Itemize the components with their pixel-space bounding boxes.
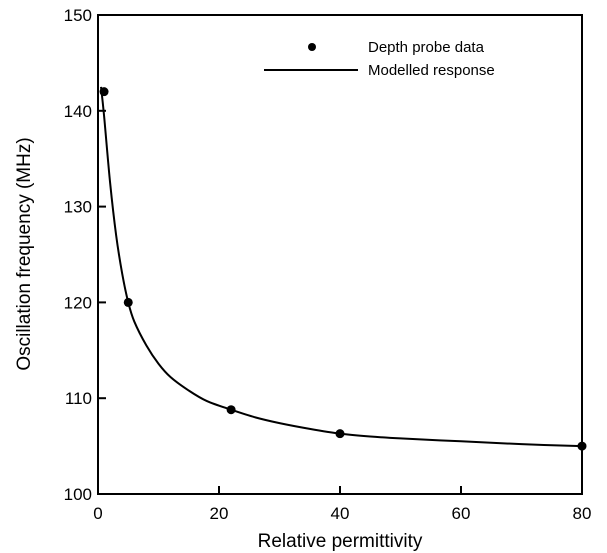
depth-probe-point bbox=[226, 405, 236, 415]
ticks bbox=[97, 14, 583, 495]
legend-label-modelled: Modelled response bbox=[368, 62, 495, 79]
x-tick-label: 40 bbox=[331, 504, 350, 523]
tick-labels: 0 20 40 60 80 100 110 120 130 140 150 bbox=[64, 6, 592, 523]
y-tick-label: 120 bbox=[64, 293, 92, 312]
y-axis-title: Oscillation frequency (MHz) bbox=[14, 137, 35, 370]
y-tick-label: 130 bbox=[64, 198, 92, 217]
modelled-response-line bbox=[100, 86, 583, 448]
y-tick-label: 150 bbox=[64, 6, 92, 25]
depth-probe-point bbox=[99, 87, 109, 97]
depth-probe-point bbox=[577, 441, 587, 451]
y-tick-label: 110 bbox=[65, 389, 92, 408]
legend-marker-depth-probe bbox=[308, 43, 316, 51]
legend: Depth probe data Modelled response bbox=[264, 39, 495, 79]
depth-probe-point bbox=[123, 297, 133, 307]
y-tick-label: 140 bbox=[64, 102, 92, 121]
depth-probe-point bbox=[335, 429, 345, 439]
legend-label-depth-probe: Depth probe data bbox=[368, 39, 485, 56]
data-points bbox=[99, 87, 587, 451]
x-tick-label: 60 bbox=[452, 504, 471, 523]
x-tick-label: 20 bbox=[210, 504, 229, 523]
x-tick-label: 0 bbox=[93, 504, 102, 523]
x-axis-title: Relative permittivity bbox=[258, 531, 423, 552]
x-tick-label: 80 bbox=[573, 504, 592, 523]
plot-frame bbox=[97, 14, 583, 495]
y-tick-label: 100 bbox=[64, 485, 92, 504]
